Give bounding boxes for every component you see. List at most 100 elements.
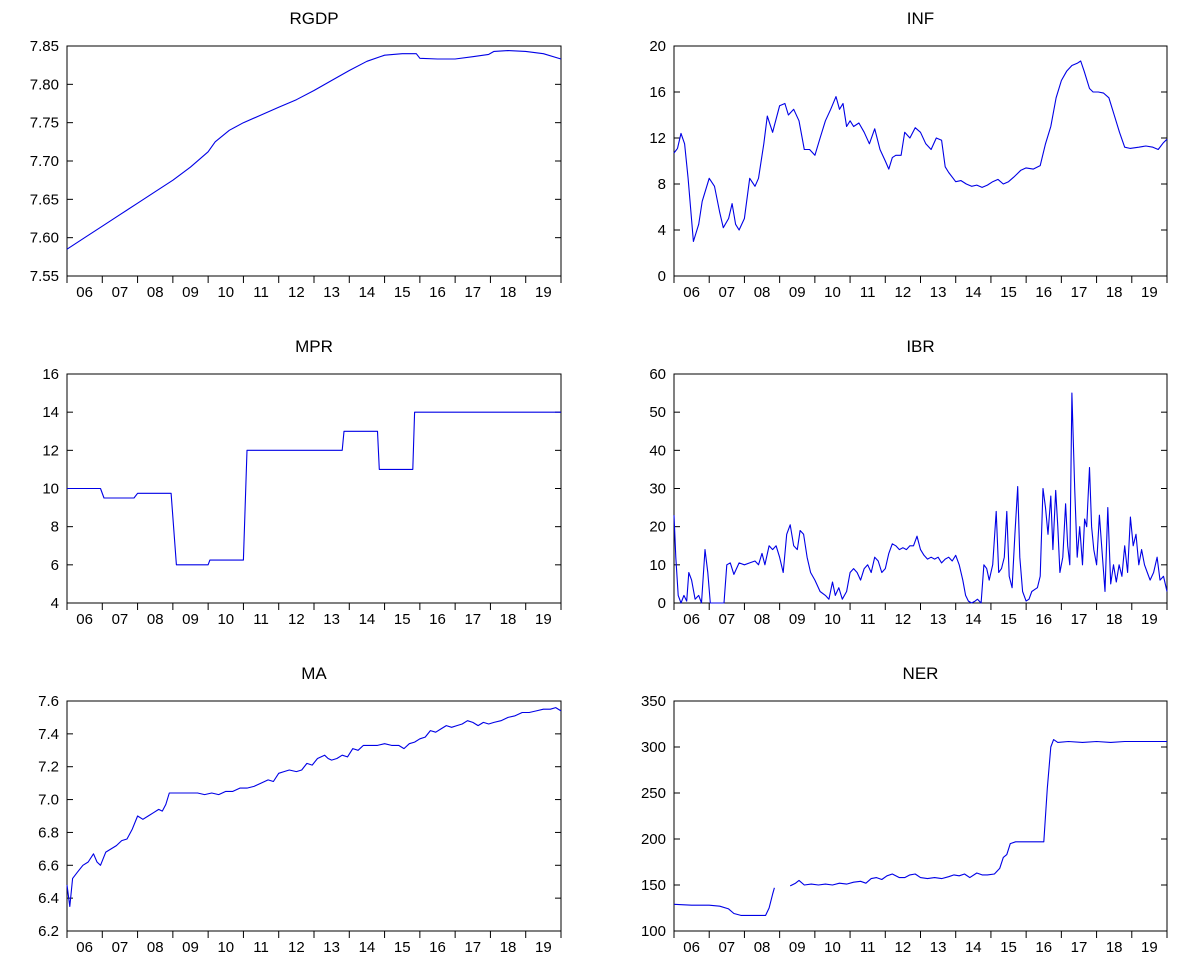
x-tick-label: 08 xyxy=(147,611,164,628)
x-tick-label: 07 xyxy=(112,611,129,628)
x-tick-label: 10 xyxy=(824,611,841,628)
y-tick-label: 7.80 xyxy=(30,76,59,93)
x-tick-label: 17 xyxy=(1071,611,1088,628)
x-tick-label: 15 xyxy=(1000,284,1017,301)
y-tick-label: 40 xyxy=(649,442,666,459)
x-tick-label: 13 xyxy=(930,611,947,628)
y-tick-label: 4 xyxy=(51,595,59,612)
plot-frame xyxy=(673,700,1168,932)
chart-panel-ibr: IBR 0 10 20 30 40 50 60 06 07 08 09 10 11 12 13 14 15 16 17… xyxy=(649,337,1168,628)
x-tick-label: 08 xyxy=(754,284,771,301)
y-tick-label: 7.4 xyxy=(38,726,59,743)
x-tick-label: 10 xyxy=(824,284,841,301)
x-tick-label: 12 xyxy=(288,939,305,956)
x-tick-label: 12 xyxy=(895,611,912,628)
y-tick-label: 300 xyxy=(641,739,666,756)
x-tick-label: 15 xyxy=(394,284,411,301)
x-tick-label: 13 xyxy=(323,939,340,956)
series-line xyxy=(673,60,1168,243)
chart-panel-inf: INF 0 4 8 12 16 20 06 07 08 09 10 11 12 13 14 15 16 17 18 19 xyxy=(649,9,1168,301)
y-tick-label: 6.8 xyxy=(38,824,59,841)
y-tick-label: 7.70 xyxy=(30,153,59,170)
x-tick-label: 07 xyxy=(112,284,129,301)
plot-frame xyxy=(66,700,562,932)
x-tick-label: 11 xyxy=(860,611,876,628)
x-tick-label: 16 xyxy=(1035,939,1052,956)
y-tick-label: 6.2 xyxy=(38,923,59,940)
x-tick-label: 08 xyxy=(147,284,164,301)
y-tick-label: 150 xyxy=(641,877,666,894)
x-tick-label: 16 xyxy=(429,939,446,956)
x-tick-label: 18 xyxy=(500,939,517,956)
series-line xyxy=(66,707,562,907)
x-tick-label: 15 xyxy=(394,611,411,628)
x-tick-label: 19 xyxy=(1141,939,1158,956)
x-tick-label: 09 xyxy=(182,611,199,628)
x-tick-label: 18 xyxy=(500,284,517,301)
x-tick-label: 15 xyxy=(1000,939,1017,956)
x-tick-label: 09 xyxy=(182,284,199,301)
x-tick-label: 17 xyxy=(1071,939,1088,956)
chart-title: MPR xyxy=(295,337,333,356)
chart-title: MA xyxy=(301,664,327,683)
y-tick-label: 60 xyxy=(649,366,666,383)
series-line xyxy=(673,887,775,916)
y-tick-label: 7.55 xyxy=(30,268,59,285)
series-line xyxy=(66,50,562,250)
x-tick-label: 08 xyxy=(147,939,164,956)
y-tick-label: 10 xyxy=(649,557,666,574)
x-tick-label: 14 xyxy=(965,611,982,628)
chart-panel-ner: NER 100 150 200 250 300 350 06 07 08 09 10 11 12 13 14 1… xyxy=(641,664,1168,956)
y-tick-label: 6.4 xyxy=(38,890,59,907)
chart-title: INF xyxy=(907,9,934,28)
x-tick-label: 12 xyxy=(288,284,305,301)
y-tick-label: 7.65 xyxy=(30,191,59,208)
x-tick-label: 14 xyxy=(965,939,982,956)
y-tick-label: 0 xyxy=(658,268,666,285)
chart-panel-mpr: MPR 4 6 8 10 12 14 16 06 07 08 09 10 11 12 13 14 15 16 17 18… xyxy=(42,337,562,628)
x-tick-label: 11 xyxy=(253,939,269,956)
x-tick-label: 12 xyxy=(895,284,912,301)
y-tick-label: 350 xyxy=(641,693,666,710)
x-tick-label: 15 xyxy=(1000,611,1017,628)
y-tick-label: 7.85 xyxy=(30,38,59,55)
x-tick-label: 10 xyxy=(824,939,841,956)
x-tick-label: 16 xyxy=(1035,284,1052,301)
x-tick-label: 19 xyxy=(535,611,552,628)
y-tick-label: 200 xyxy=(641,831,666,848)
x-tick-label: 17 xyxy=(464,939,481,956)
chart-title: NER xyxy=(903,664,939,683)
plot-frame xyxy=(66,45,562,277)
x-tick-label: 18 xyxy=(500,611,517,628)
y-tick-label: 16 xyxy=(649,84,666,101)
series-line xyxy=(789,739,1167,887)
y-tick-label: 4 xyxy=(658,222,666,239)
x-tick-label: 09 xyxy=(789,284,806,301)
x-tick-label: 19 xyxy=(1141,611,1158,628)
x-tick-label: 11 xyxy=(253,284,269,301)
x-tick-label: 13 xyxy=(323,611,340,628)
x-tick-label: 18 xyxy=(1106,284,1123,301)
x-tick-label: 06 xyxy=(683,939,700,956)
x-tick-label: 14 xyxy=(359,284,376,301)
x-tick-label: 08 xyxy=(754,611,771,628)
x-tick-label: 14 xyxy=(359,939,376,956)
x-tick-label: 16 xyxy=(1035,611,1052,628)
x-tick-label: 06 xyxy=(683,284,700,301)
x-tick-label: 18 xyxy=(1106,611,1123,628)
x-tick-label: 14 xyxy=(359,611,376,628)
x-tick-label: 13 xyxy=(930,939,947,956)
x-tick-label: 19 xyxy=(535,939,552,956)
y-tick-label: 20 xyxy=(649,38,666,55)
x-tick-label: 16 xyxy=(429,611,446,628)
x-tick-label: 07 xyxy=(718,939,735,956)
x-tick-label: 06 xyxy=(683,611,700,628)
y-tick-label: 6.6 xyxy=(38,857,59,874)
x-tick-label: 17 xyxy=(464,611,481,628)
chart-panel-ma: MA 6.2 6.4 6.6 6.8 7.0 7.2 7.4 7.6 06 07 08 09 10 11 12… xyxy=(38,664,562,956)
series-line xyxy=(67,411,561,566)
y-tick-label: 12 xyxy=(42,442,59,459)
y-tick-label: 7.2 xyxy=(38,759,59,776)
